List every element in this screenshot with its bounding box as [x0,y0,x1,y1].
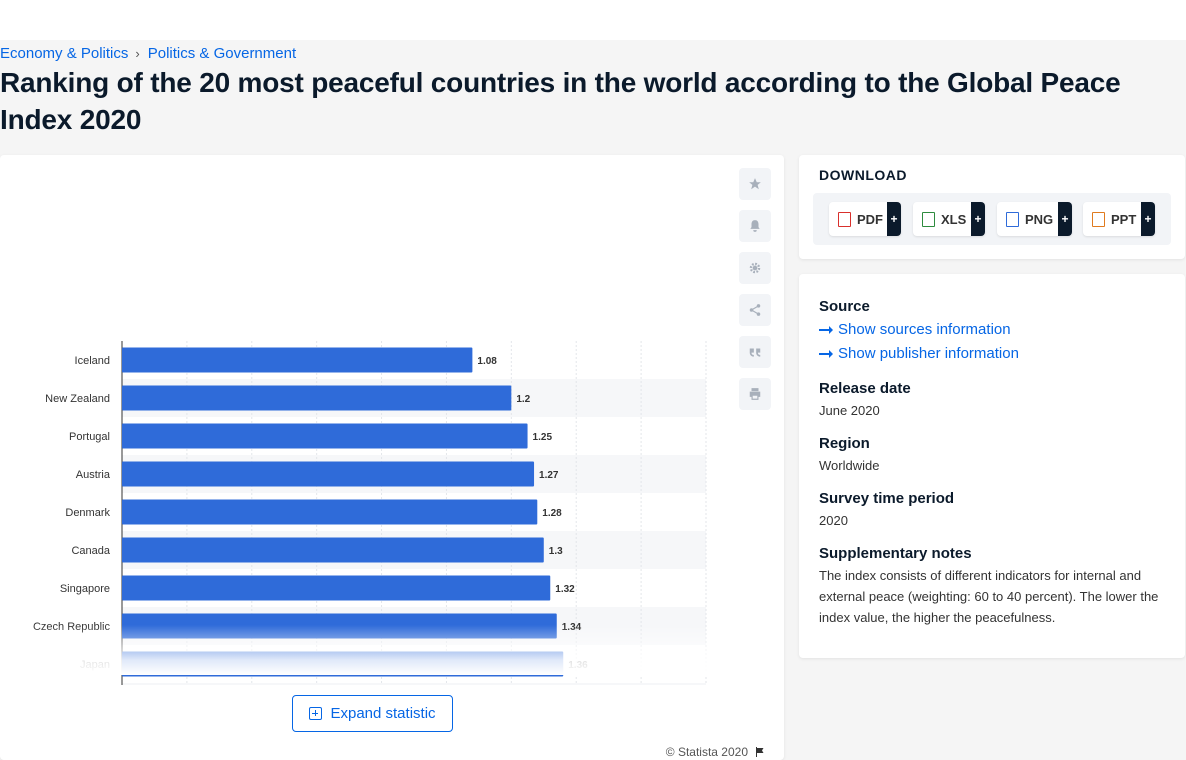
data-label: 1.28 [542,508,562,519]
show-publisher-link[interactable]: Show publisher information [819,345,1019,362]
download-png-plus: + [1058,202,1072,236]
bar [122,499,538,525]
region-value: Worldwide [819,458,880,473]
bar-chart: Iceland 1.08 New Zealand 1.2 Portugal 1.25 Aus… [33,341,707,685]
category-label: Czech Republic [33,621,111,633]
download-xls-button[interactable]: XLS + [913,202,985,236]
download-pdf-plus: + [887,202,901,236]
expand-statistic-label: Expand statistic [330,705,436,722]
bar [122,575,551,601]
download-xls-label: XLS [941,211,967,227]
bar [122,613,557,639]
breadcrumb-economy-politics[interactable]: Economy & Politics [0,44,129,62]
download-ppt-label: PPT [1111,211,1137,227]
data-label: 1.36 [568,660,588,671]
show-sources-link[interactable]: Show sources information [819,321,1011,338]
arrow-right-icon [819,325,833,334]
print-icon[interactable] [739,378,771,410]
share-icon[interactable] [739,294,771,326]
category-label: Portugal [69,431,110,443]
data-label: 1.27 [539,470,559,481]
bar [122,385,512,411]
bar [122,423,528,449]
data-label: 1.2 [516,394,530,405]
expand-icon [309,707,323,720]
chart-card: Iceland 1.08 New Zealand 1.2 Portugal 1.25 Aus… [0,155,784,760]
ppt-file-icon [1092,211,1105,227]
region-heading: Region [819,435,870,452]
release-date-value: June 2020 [819,403,880,418]
bar [122,347,473,373]
category-label: Denmark [65,507,110,519]
download-card: DOWNLOAD PDF + XLS + PNG + PPT + [799,155,1185,259]
download-xls-plus: + [971,202,985,236]
data-label: 1.32 [555,584,575,595]
source-heading: Source [819,298,870,315]
copyright-text: © Statista 2020 [665,745,748,759]
supplementary-notes-value: The index consists of different indicato… [819,568,1159,625]
show-publisher-label: Show publisher information [838,345,1019,362]
download-png-label: PNG [1025,211,1054,227]
bell-icon[interactable] [739,210,771,242]
bar [122,651,564,677]
bar [122,461,535,487]
category-label: New Zealand [45,393,110,405]
data-label: 1.08 [477,356,497,367]
breadcrumb-politics-government[interactable]: Politics & Government [147,44,297,62]
download-pdf-button[interactable]: PDF + [829,202,901,236]
bar [122,537,544,563]
category-label: Austria [76,469,111,481]
download-ppt-button[interactable]: PPT + [1083,202,1155,236]
download-buttons-row: PDF + XLS + PNG + PPT + [813,193,1171,245]
category-label: Japan [80,659,110,671]
flag-icon[interactable] [754,746,766,758]
data-label: 1.3 [549,546,563,557]
xls-file-icon [922,211,935,227]
gear-icon[interactable] [739,252,771,284]
quote-icon[interactable] [739,336,771,368]
data-label: 1.34 [562,622,582,633]
download-pdf-label: PDF [857,211,883,227]
png-file-icon [1006,211,1019,227]
copyright: © Statista 2020 [666,745,766,759]
statistic-info-card: Source Show sources information Show pub… [799,274,1185,658]
download-ppt-plus: + [1141,202,1155,236]
category-label: Singapore [60,583,110,595]
breadcrumb: Economy & Politics › Politics & Governme… [0,42,296,64]
expand-statistic-button[interactable]: Expand statistic [292,695,453,732]
category-label: Iceland [75,355,110,367]
breadcrumb-separator: › [135,45,140,61]
top-bar [0,0,1186,40]
survey-period-value: 2020 [819,513,848,528]
release-date-heading: Release date [819,380,911,397]
row-band [122,683,706,685]
data-label: 1.25 [533,432,553,443]
show-sources-label: Show sources information [838,321,1011,338]
page-title: Ranking of the 20 most peaceful countrie… [0,67,1121,135]
arrow-right-icon [819,349,833,358]
pdf-file-icon [838,211,851,227]
supplementary-notes-heading: Supplementary notes [819,545,972,562]
download-title: DOWNLOAD [819,167,907,183]
survey-period-heading: Survey time period [819,490,955,507]
star-icon[interactable] [739,168,771,200]
category-label: Canada [71,545,110,557]
download-png-button[interactable]: PNG + [997,202,1072,236]
chart-tools [739,168,771,420]
